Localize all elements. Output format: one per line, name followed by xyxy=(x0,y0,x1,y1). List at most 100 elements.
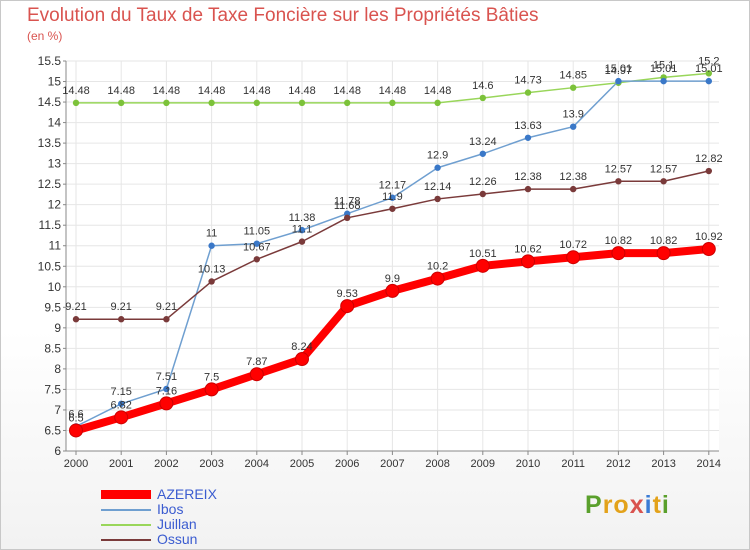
data-point-juillan xyxy=(434,99,441,107)
y-tick-label: 9.5 xyxy=(44,300,61,314)
data-point-juillan xyxy=(163,99,170,107)
y-tick-label: 8 xyxy=(54,362,61,376)
data-label-ibos: 7.51 xyxy=(156,371,177,383)
data-point-ossun xyxy=(389,205,396,212)
data-label-ibos: 11.05 xyxy=(243,226,270,238)
data-label-ibos: 13.63 xyxy=(514,120,542,132)
data-label-ossun: 10.67 xyxy=(243,241,271,253)
data-point-ibos xyxy=(118,400,125,407)
data-point-ossun xyxy=(72,316,80,323)
y-tick-label: 9 xyxy=(54,321,61,335)
data-label-ossun: 12.38 xyxy=(559,171,587,183)
legend-label-ibos: Ibos xyxy=(157,501,184,517)
data-label-ibos: 11.38 xyxy=(289,212,316,224)
data-label-juillan: 14.48 xyxy=(107,85,135,97)
data-label-azereix: 10.2 xyxy=(427,261,448,273)
data-label-ossun: 10.13 xyxy=(198,263,226,275)
data-point-ibos xyxy=(253,240,260,247)
data-point-ibos xyxy=(298,226,306,234)
data-point-ibos xyxy=(615,77,622,85)
data-point-juillan xyxy=(705,70,712,77)
data-point-juillan xyxy=(570,84,577,91)
data-point-azereix xyxy=(521,254,535,269)
data-point-azereix xyxy=(159,396,174,411)
data-point-ossun xyxy=(163,316,170,323)
data-label-juillan: 14.97 xyxy=(605,65,633,77)
data-point-azereix xyxy=(656,246,671,261)
data-label-ibos: 11.78 xyxy=(334,196,361,208)
data-point-ibos xyxy=(479,150,486,157)
y-tick-label: 15 xyxy=(48,75,62,89)
data-label-ossun: 11.1 xyxy=(292,224,313,236)
data-label-ibos: 12.17 xyxy=(379,180,407,192)
x-tick-label: 2009 xyxy=(471,458,495,470)
data-point-ibos xyxy=(163,385,170,393)
x-tick-label: 2012 xyxy=(606,458,630,470)
data-label-azereix: 10.51 xyxy=(469,248,497,260)
data-label-azereix: 7.5 xyxy=(204,371,219,383)
data-label-azereix: 6.5 xyxy=(68,412,83,424)
data-point-juillan xyxy=(524,89,532,96)
logo-letter: i xyxy=(644,491,653,519)
data-point-azereix xyxy=(611,246,626,261)
y-tick-label: 10 xyxy=(48,280,62,294)
y-tick-label: 14.5 xyxy=(38,95,62,109)
data-point-ossun xyxy=(434,195,441,203)
data-point-azereix xyxy=(340,299,355,314)
data-point-ossun xyxy=(479,190,486,198)
legend-swatch-ibos xyxy=(101,509,151,511)
y-tick-label: 15.5 xyxy=(38,54,62,68)
data-point-ossun xyxy=(705,167,712,175)
unit-label: (en %) xyxy=(27,29,63,43)
logo-letter: P xyxy=(585,491,603,519)
logo-letter: o xyxy=(613,491,630,519)
data-point-ibos xyxy=(524,134,532,141)
y-tick-label: 6.5 xyxy=(44,423,61,437)
x-tick-label: 2003 xyxy=(199,458,223,470)
data-point-juillan xyxy=(253,99,260,107)
data-label-ossun: 12.26 xyxy=(469,176,497,188)
y-tick-label: 6 xyxy=(54,444,61,458)
data-label-azereix: 10.92 xyxy=(695,231,723,243)
data-point-ossun xyxy=(118,316,125,323)
data-label-juillan: 14.48 xyxy=(243,85,271,97)
data-label-ibos: 15.01 xyxy=(695,63,723,75)
logo-letter: x xyxy=(629,491,645,519)
x-tick-label: 2000 xyxy=(64,458,88,470)
x-tick-label: 2002 xyxy=(154,458,178,470)
data-point-azereix xyxy=(385,283,400,298)
data-label-juillan: 15.2 xyxy=(698,55,719,67)
data-point-ossun xyxy=(660,178,667,185)
data-label-ibos: 13.9 xyxy=(562,109,583,121)
data-point-ossun xyxy=(570,185,577,193)
x-tick-label: 2014 xyxy=(697,458,721,470)
legend-swatch-azereix xyxy=(101,490,151,499)
x-tick-label: 2011 xyxy=(561,458,585,470)
data-point-azereix xyxy=(475,258,490,273)
y-tick-label: 10.5 xyxy=(38,259,62,273)
y-tick-label: 7 xyxy=(54,403,61,417)
data-point-ibos xyxy=(389,194,396,201)
data-label-juillan: 14.85 xyxy=(559,70,587,82)
data-point-ossun xyxy=(253,256,260,263)
data-point-azereix xyxy=(69,423,83,438)
data-point-juillan xyxy=(344,99,351,107)
x-tick-label: 2001 xyxy=(109,458,133,470)
data-label-ossun: 12.38 xyxy=(514,171,542,183)
chart-title: Evolution du Taux de Taxe Foncière sur l… xyxy=(27,5,539,26)
x-tick-label: 2005 xyxy=(290,458,314,470)
data-label-ossun: 9.21 xyxy=(156,301,177,313)
logo-letter: r xyxy=(602,491,614,519)
data-label-ossun: 12.14 xyxy=(424,181,452,193)
data-point-ibos xyxy=(434,164,441,171)
x-tick-label: 2004 xyxy=(245,458,269,470)
data-point-ibos xyxy=(705,77,712,85)
x-tick-label: 2007 xyxy=(380,458,404,470)
y-tick-label: 11.5 xyxy=(39,218,62,232)
y-tick-label: 13 xyxy=(48,157,62,171)
data-label-azereix: 9.53 xyxy=(336,288,357,300)
data-label-ossun: 12.57 xyxy=(605,163,633,175)
data-point-ossun xyxy=(344,214,351,222)
